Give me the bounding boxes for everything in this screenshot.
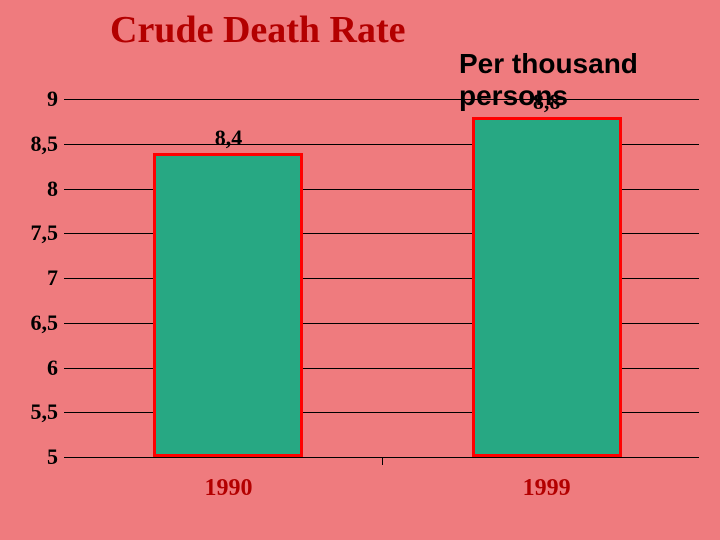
y-tick-label: 5 <box>47 444 58 470</box>
bar <box>472 117 622 457</box>
bar <box>153 153 303 457</box>
y-tick-label: 5,5 <box>31 399 59 425</box>
y-tick-label: 6 <box>47 355 58 381</box>
y-tick-label: 7,5 <box>31 220 59 246</box>
bar-value-label: 8,8 <box>533 89 561 115</box>
y-tick-label: 8,5 <box>31 131 59 157</box>
y-tick-label: 6,5 <box>31 310 59 336</box>
bar-value-label: 8,4 <box>215 125 243 151</box>
y-tick-label: 9 <box>47 86 58 112</box>
x-tick-mark <box>382 457 383 465</box>
x-category-label: 1999 <box>523 475 571 502</box>
chart-title: Crude Death Rate <box>110 8 406 52</box>
x-category-label: 1990 <box>204 475 252 502</box>
slide-root: Crude Death Rate Per thousand persons 8,… <box>0 0 720 540</box>
y-tick-label: 8 <box>47 176 58 202</box>
plot-area: 8,48,8 <box>64 99 699 457</box>
y-tick-label: 7 <box>47 265 58 291</box>
gridline <box>64 99 699 100</box>
